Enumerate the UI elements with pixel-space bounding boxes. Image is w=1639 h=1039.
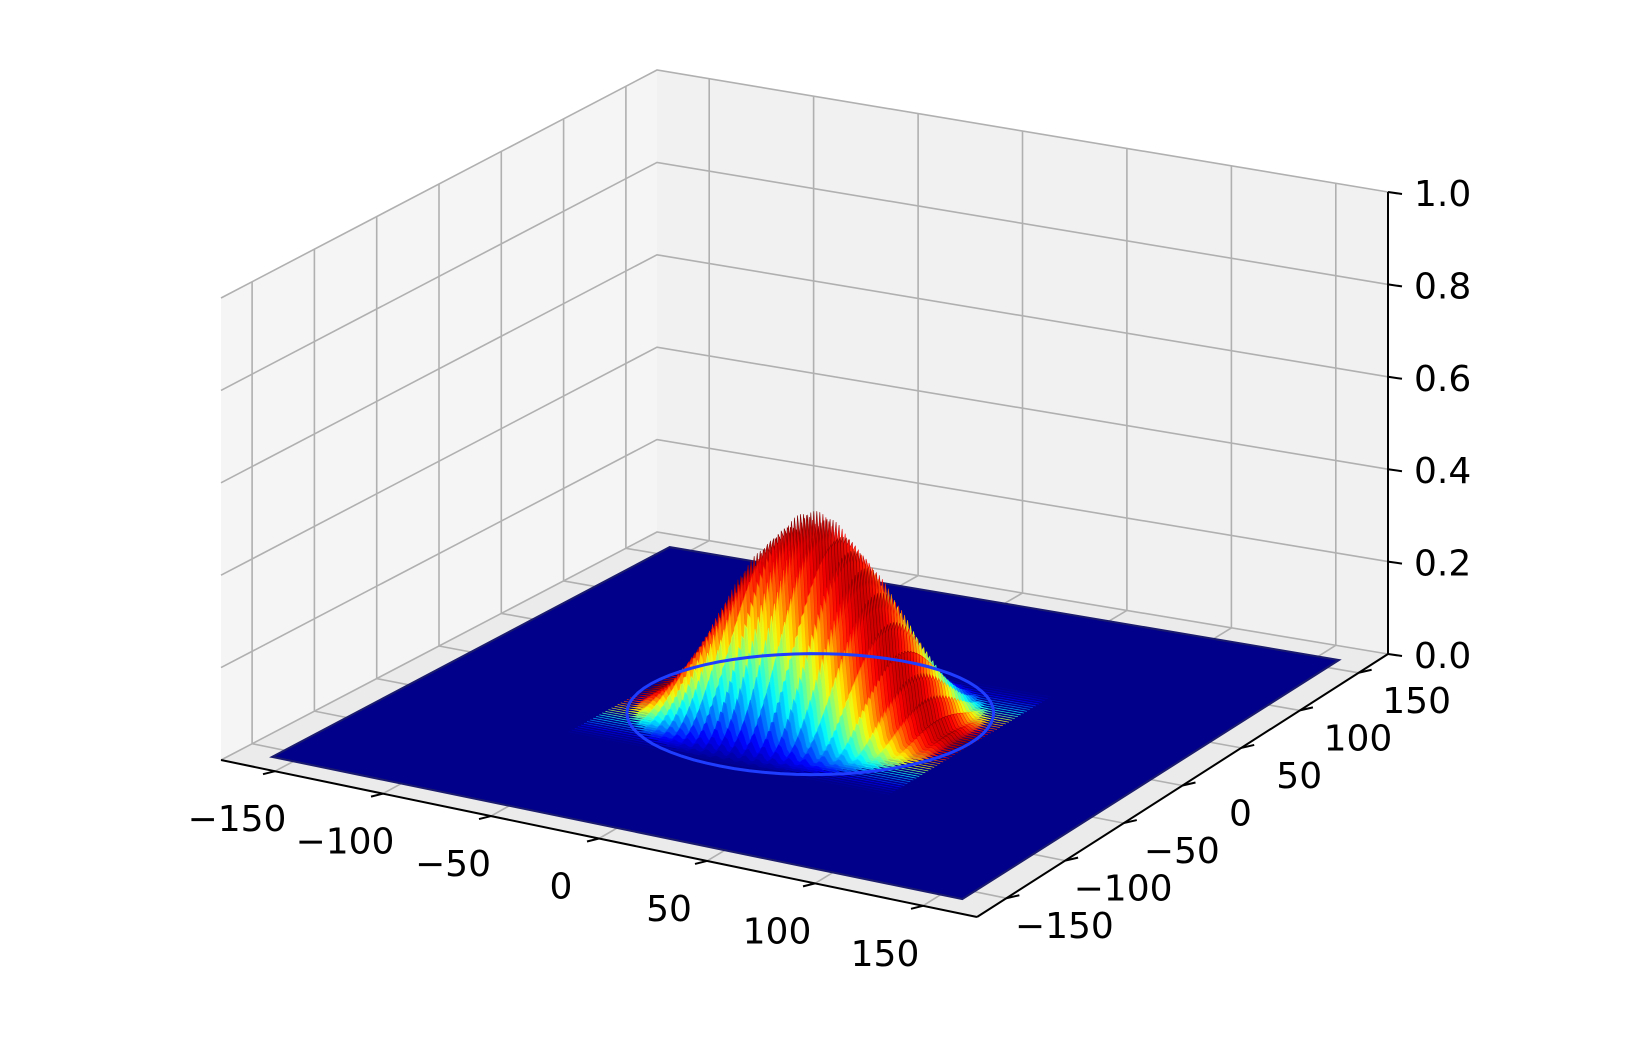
x-tick-mark [802, 882, 816, 888]
z-tick-mark [1387, 653, 1403, 657]
x-tick-label: −100 [296, 822, 395, 863]
z-tick-mark [1387, 468, 1403, 473]
y-tick-label: −50 [1144, 831, 1220, 872]
grid-line-z [220, 161, 1389, 392]
x-tick-label: −150 [188, 799, 287, 840]
z-tick-label: 0.2 [1414, 544, 1471, 585]
y-tick-label: 0 [1229, 794, 1252, 835]
y-tick-mark [1123, 819, 1138, 825]
axis-ticks: −150−100−50050100150−150−100−50050100150… [188, 174, 1472, 975]
x-tick-label: 50 [646, 889, 692, 930]
x-tick-label: 0 [550, 867, 573, 908]
z-tick-mark [1387, 283, 1403, 288]
y-tick-label: 50 [1276, 756, 1322, 797]
y-tick-mark [1299, 706, 1314, 712]
y-tick-mark [1240, 743, 1255, 749]
grid-line-z [220, 69, 1389, 299]
x-tick-mark [694, 859, 708, 865]
x-tick-mark [586, 837, 600, 843]
y-tick-mark [1006, 894, 1020, 900]
grid-line-z [220, 438, 1389, 669]
grid-line-z [220, 346, 1389, 576]
z-tick-label: 0.0 [1414, 636, 1471, 677]
z-tick-label: 0.4 [1414, 451, 1471, 492]
z-tick-mark [1387, 191, 1403, 195]
x-tick-mark [262, 770, 276, 776]
y-tick-mark [1358, 668, 1372, 674]
grid-line-z [220, 253, 1389, 484]
y-tick-label: −100 [1074, 869, 1173, 910]
y-tick-mark [1182, 781, 1196, 787]
y-tick-label: 150 [1382, 681, 1451, 722]
surface-base-contour [625, 652, 996, 777]
z-tick-label: 0.6 [1414, 359, 1471, 400]
x-tick-label: −50 [415, 844, 491, 885]
surface-slice [571, 729, 893, 793]
y-tick-mark [1064, 856, 1079, 862]
z-tick-label: 0.8 [1414, 266, 1471, 307]
surface-slice [568, 731, 890, 795]
z-tick-label: 1.0 [1414, 174, 1471, 215]
surface [269, 511, 1342, 901]
x-tick-mark [478, 815, 492, 821]
x-tick-label: 150 [851, 934, 920, 975]
grid-line-z [220, 531, 1389, 761]
x-tick-mark [370, 792, 384, 798]
x-tick-mark [910, 904, 924, 910]
z-tick-mark [1387, 375, 1403, 380]
z-tick-mark [1387, 560, 1403, 565]
y-tick-label: 100 [1324, 718, 1393, 759]
x-tick-label: 100 [743, 911, 812, 952]
y-tick-label: −150 [1015, 906, 1114, 947]
